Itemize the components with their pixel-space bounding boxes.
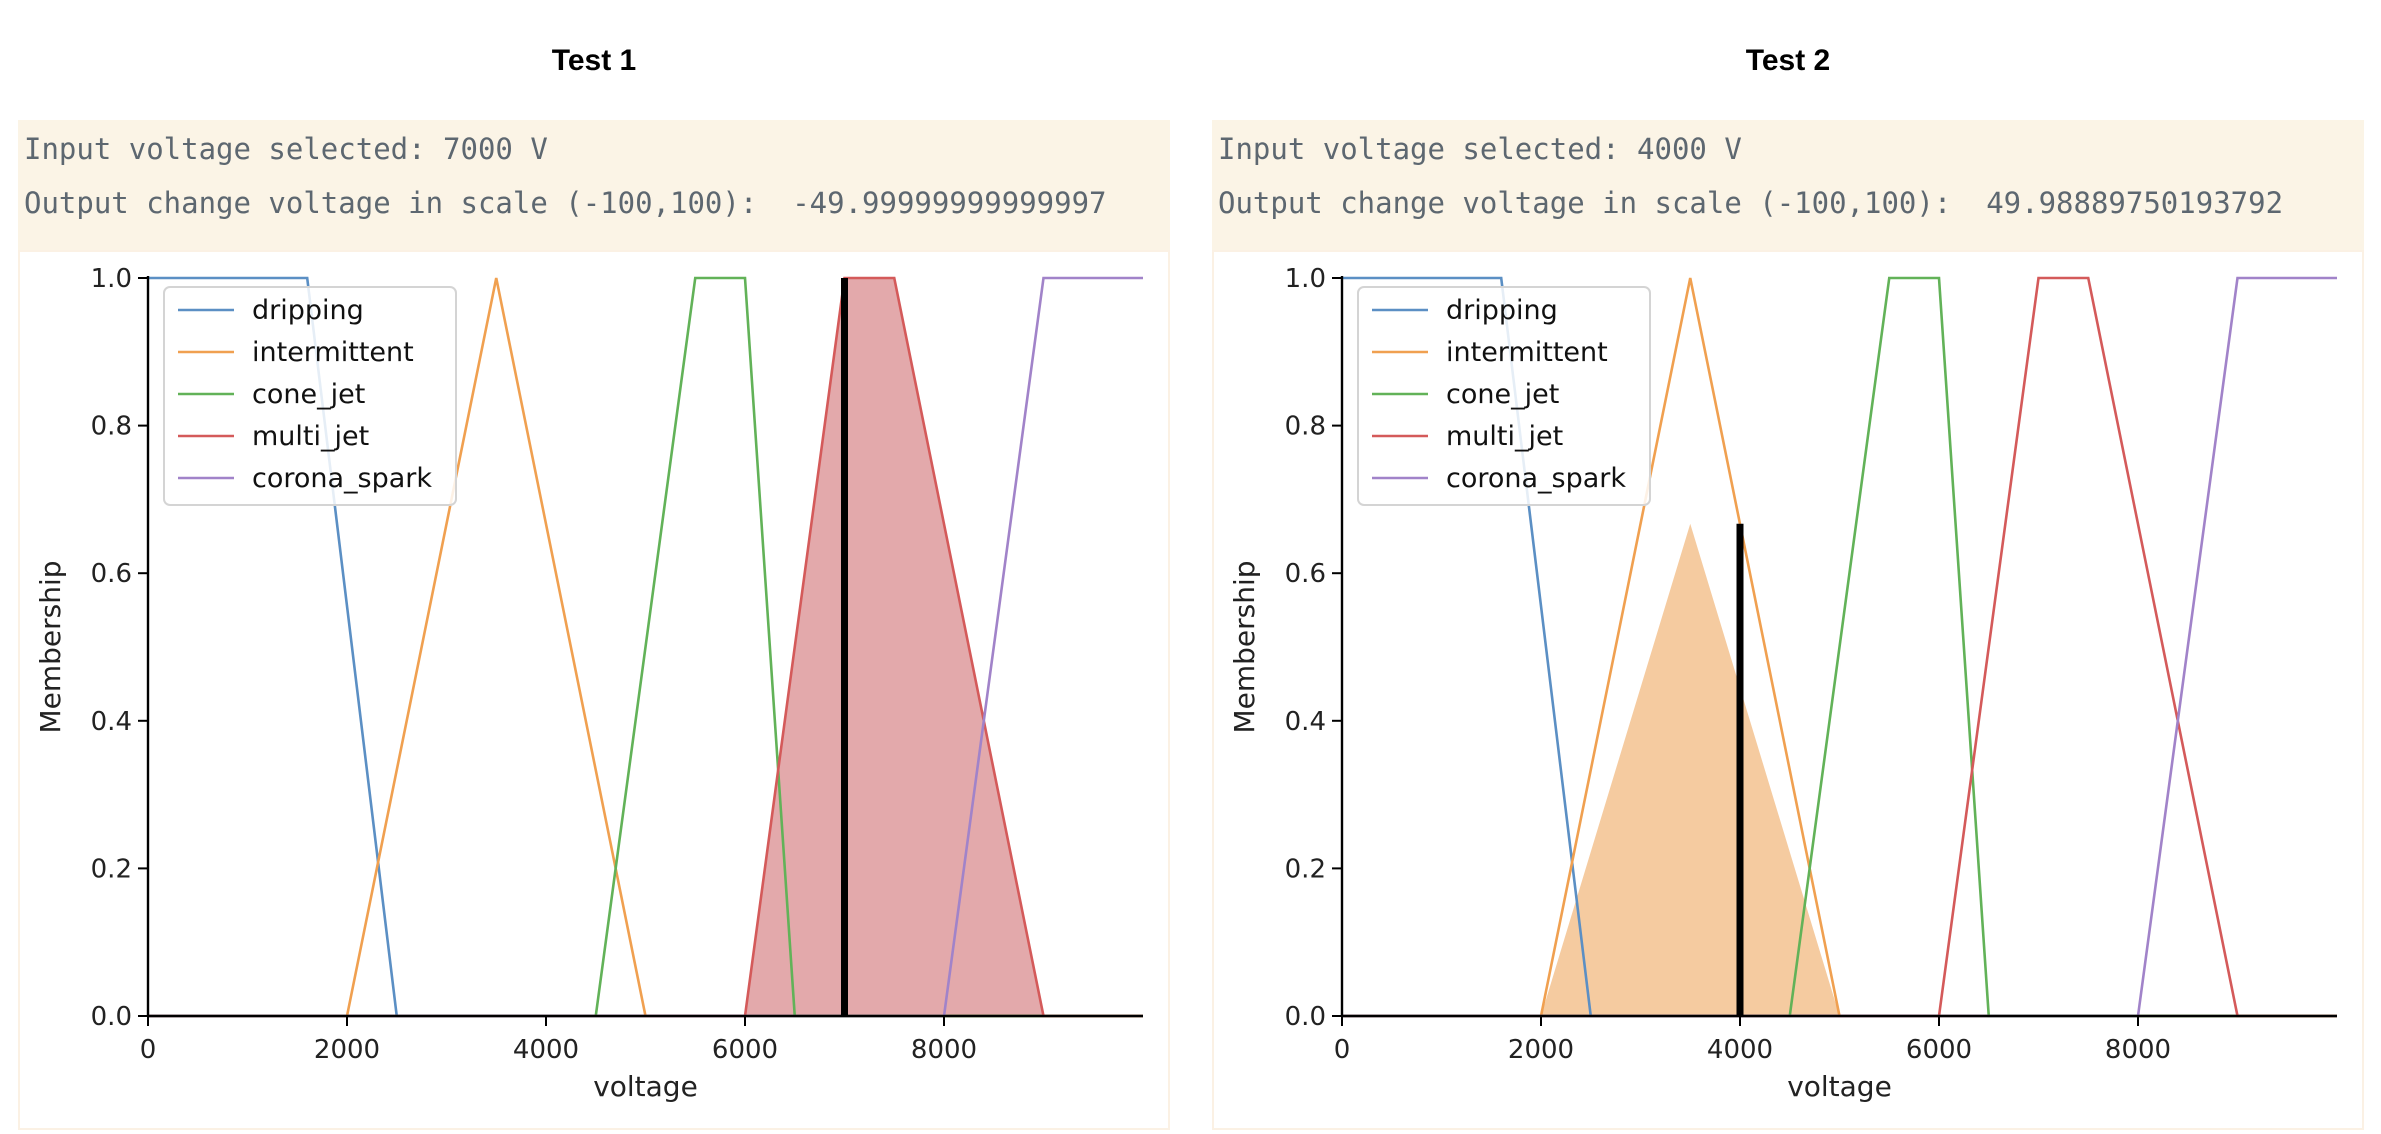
y-axis-label: Membership	[34, 560, 67, 733]
membership-chart: 0 2000 4000 6000 8000 0.0 0.2 0.4 0.6 0.8 1.0 volta…	[34, 264, 1143, 1103]
x-tick-label: 2000	[314, 1035, 380, 1065]
input-voltage-text: Input voltage selected: 4000 V	[1218, 132, 1742, 166]
output-change-text: Output change voltage in scale (-100,100…	[24, 186, 1107, 220]
x-tick-label: 0	[1334, 1035, 1351, 1065]
x-tick-label: 0	[140, 1035, 157, 1065]
y-tick-label: 0.4	[1285, 707, 1326, 737]
x-axis-label: voltage	[1787, 1070, 1892, 1103]
y-tick-label: 0.2	[91, 854, 132, 884]
legend-label: intermittent	[1446, 337, 1608, 368]
x-tick-label: 4000	[1707, 1035, 1773, 1065]
activation-fill	[148, 278, 1143, 1016]
test-2-panel: Test 2 Input voltage selected: 4000 V Ou…	[1212, 0, 2364, 1134]
y-axis-label: Membership	[1228, 560, 1261, 733]
legend-label: multi_jet	[1446, 421, 1563, 452]
x-tick-label: 4000	[513, 1035, 579, 1065]
legend: dripping intermittent cone_jet multi_jetcor…	[1357, 286, 1651, 506]
x-tick-label: 6000	[712, 1035, 778, 1065]
test-1-panel: Test 1 Input voltage selected: 7000 V Ou…	[18, 0, 1170, 1134]
y-tick-label: 0.8	[1285, 412, 1326, 442]
y-tick-label: 1.0	[91, 264, 132, 294]
y-tick-label: 0.0	[1285, 1002, 1326, 1032]
x-tick-label: 2000	[1508, 1035, 1574, 1065]
legend-label: corona_spark	[252, 463, 432, 494]
panel-title: Test 2	[1745, 44, 1831, 77]
output-change-text: Output change voltage in scale (-100,100…	[1218, 186, 2284, 220]
y-tick-label: 0.6	[1285, 559, 1326, 589]
legend-label: cone_jet	[252, 379, 365, 410]
legend-label: cone_jet	[1446, 379, 1559, 410]
x-tick-label: 6000	[1906, 1035, 1972, 1065]
legend-box	[163, 286, 457, 506]
y-tick-label: 0.2	[1285, 854, 1326, 884]
y-tick-label: 0.8	[91, 412, 132, 442]
panel-title: Test 1	[551, 44, 637, 77]
x-tick-label: 8000	[2105, 1035, 2171, 1065]
activation-fill	[1342, 523, 2337, 1016]
y-tick-label: 0.4	[91, 707, 132, 737]
legend-box	[1357, 286, 1651, 506]
legend-label: dripping	[1446, 295, 1558, 326]
legend: dripping intermittent cone_jet multi_jetcor…	[163, 286, 457, 506]
y-tick-label: 0.6	[91, 559, 132, 589]
input-voltage-text: Input voltage selected: 7000 V	[24, 132, 548, 166]
y-tick-label: 0.0	[91, 1002, 132, 1032]
y-tick-label: 1.0	[1285, 264, 1326, 294]
legend-label: multi_jet	[252, 421, 369, 452]
legend-label: intermittent	[252, 337, 414, 368]
x-tick-label: 8000	[911, 1035, 977, 1065]
legend-label: dripping	[252, 295, 364, 326]
x-axis-label: voltage	[593, 1070, 698, 1103]
output-cell: Input voltage selected: 7000 V Output ch…	[18, 120, 1170, 250]
output-cell: Input voltage selected: 4000 V Output ch…	[1212, 120, 2364, 250]
membership-chart: 0 2000 4000 6000 8000 0.0 0.2 0.4 0.6 0.8 1.0 volta…	[1228, 264, 2337, 1103]
legend-label: corona_spark	[1446, 463, 1626, 494]
